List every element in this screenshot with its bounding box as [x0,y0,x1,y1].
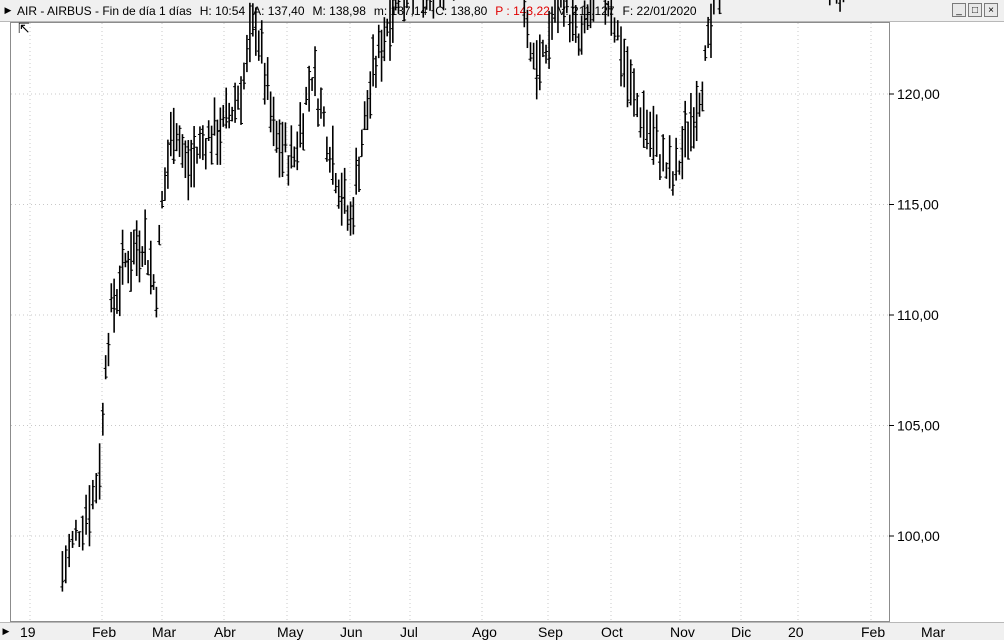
menu-triangle-icon[interactable]: ▶ [4,5,12,15]
x-tick-label: Feb [861,624,885,640]
y-tick-label: 110,00 [897,307,939,323]
x-tick-label: Jul [400,624,418,640]
x-tick-label: Mar [921,624,945,640]
y-tick-label: 115,00 [897,197,939,213]
min-label: m: 137,14 [373,3,428,18]
x-tick-label: Abr [214,624,236,640]
max-label: M: 138,98 [312,3,366,18]
window-controls: _ □ × [952,3,998,17]
y-tick-label: 105,00 [897,418,940,434]
x-tick-label: Sep [538,624,563,640]
x-tick-label: 19 [20,624,36,640]
mouse-pointer-icon: ⇱ [18,20,30,36]
x-tick-label: Feb [92,624,116,640]
left-margin [0,22,10,622]
close-label: C: 138,80 [435,3,488,18]
ohlc-header: AIR - AIRBUS - Fin de día 1 días H: 10:5… [17,4,697,18]
maximize-button[interactable]: □ [968,3,982,17]
chart-plot-area[interactable] [10,22,890,622]
date-label: F: 22/01/2020 [622,3,697,18]
close-button[interactable]: × [984,3,998,17]
minimize-button[interactable]: _ [952,3,966,17]
high-label: H: 10:54 [199,3,246,18]
x-tick-label: Ago [472,624,497,640]
projection-label: P : 143,22 [495,3,550,18]
x-tick-label: Jun [340,624,363,640]
x-tick-label: Mar [152,624,176,640]
x-tick-label: 20 [788,624,804,640]
open-label: A: 137,40 [253,3,305,18]
scroll-left-icon[interactable]: ▶ [2,625,10,636]
y-tick-label: 100,00 [897,528,940,544]
chart-window-titlebar: ▶ AIR - AIRBUS - Fin de día 1 días H: 10… [0,0,1004,22]
x-tick-label: May [277,624,303,640]
x-tick-label: Dic [731,624,751,640]
symbol-label: AIR - AIRBUS - Fin de día 1 días [17,3,192,18]
y-tick-label: 120,00 [897,86,940,102]
x-axis-bar [0,622,1004,640]
x-tick-label: Oct [601,624,623,640]
x-tick-label: Nov [670,624,695,640]
